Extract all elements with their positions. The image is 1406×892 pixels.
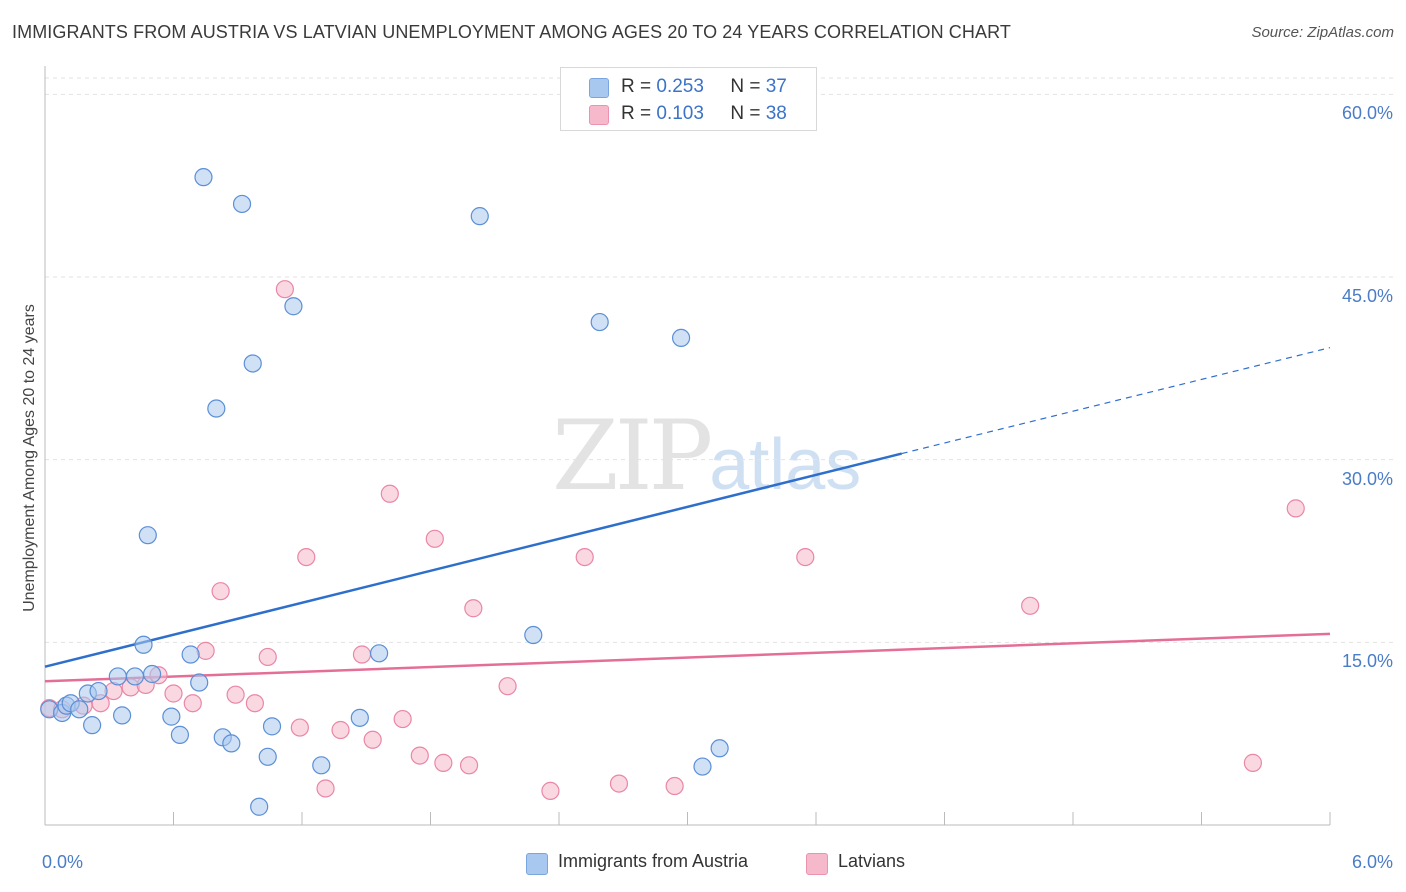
data-point-latvians bbox=[665, 776, 684, 796]
data-point-latvians bbox=[575, 547, 594, 567]
y-axis-label: Unemployment Among Ages 20 to 24 years bbox=[21, 304, 38, 612]
data-point-austria bbox=[243, 354, 262, 373]
data-point-austria bbox=[262, 717, 282, 736]
data-point-latvians bbox=[196, 641, 215, 660]
series-legend: Immigrants from Austria Latvians bbox=[0, 850, 1406, 880]
trend-line-austria bbox=[44, 452, 902, 668]
data-point-latvians bbox=[1286, 499, 1305, 518]
watermark-atlas: atlas bbox=[709, 425, 862, 505]
data-point-latvians bbox=[363, 730, 382, 749]
legend-r-label: R = bbox=[621, 76, 652, 97]
axes bbox=[44, 66, 1331, 826]
data-point-austria bbox=[250, 797, 269, 816]
data-point-austria bbox=[194, 168, 213, 187]
legend-r-value: 0.103 bbox=[656, 103, 704, 124]
data-point-austria bbox=[181, 645, 200, 664]
legend-n-label: N = bbox=[730, 103, 761, 124]
data-points bbox=[40, 168, 1305, 816]
data-point-latvians bbox=[258, 647, 277, 667]
data-point-austria bbox=[258, 747, 277, 766]
legend-label-latvians: Latvians bbox=[838, 851, 906, 871]
data-point-latvians bbox=[226, 685, 245, 704]
data-point-austria bbox=[590, 312, 609, 332]
data-point-austria bbox=[350, 708, 369, 727]
chart-title: IMMIGRANTS FROM AUSTRIA VS LATVIAN UNEMP… bbox=[12, 22, 1011, 42]
legend-text-austria: R = 0.253 N = 37 bbox=[621, 76, 787, 98]
data-point-austria bbox=[470, 207, 489, 226]
legend-label-austria: Immigrants from Austria bbox=[558, 851, 749, 871]
data-point-austria bbox=[284, 297, 303, 316]
data-point-latvians bbox=[331, 720, 350, 740]
data-point-austria bbox=[207, 399, 226, 418]
data-point-latvians bbox=[164, 684, 183, 703]
x-tick-label: 6.0% bbox=[1351, 852, 1393, 872]
legend-r-label: R = bbox=[621, 103, 652, 124]
y-tick-label: 15.0% bbox=[1341, 651, 1393, 672]
legend-r-value: 0.253 bbox=[656, 76, 704, 97]
legend-swatch-austria bbox=[589, 78, 609, 98]
data-point-latvians bbox=[434, 753, 453, 772]
data-point-austria bbox=[693, 757, 712, 776]
data-point-austria bbox=[671, 328, 691, 348]
y-tick-label: 30.0% bbox=[1341, 468, 1393, 489]
data-point-latvians bbox=[1021, 596, 1040, 615]
data-point-austria bbox=[222, 734, 241, 753]
data-point-latvians bbox=[211, 582, 230, 601]
data-point-latvians bbox=[410, 746, 429, 765]
legend-swatch-latvians bbox=[806, 853, 828, 875]
data-point-austria bbox=[190, 673, 209, 692]
data-point-austria bbox=[112, 706, 132, 725]
legend-n-value: 38 bbox=[765, 103, 787, 124]
data-point-austria bbox=[83, 716, 102, 735]
watermark: ZIPatlas bbox=[552, 400, 861, 512]
data-point-austria bbox=[170, 725, 190, 744]
data-point-austria bbox=[710, 739, 729, 758]
trend-lines bbox=[44, 347, 1331, 683]
data-point-latvians bbox=[498, 677, 517, 696]
watermark-zip: ZIP bbox=[552, 400, 713, 512]
legend-text-latvians: R = 0.103 N = 38 bbox=[621, 103, 787, 125]
data-point-austria bbox=[89, 681, 108, 701]
data-point-latvians bbox=[1243, 753, 1263, 772]
data-point-austria bbox=[232, 194, 252, 214]
data-point-latvians bbox=[183, 694, 202, 713]
data-point-latvians bbox=[316, 779, 335, 798]
x-tick-label: 0.0% bbox=[42, 852, 84, 872]
data-point-latvians bbox=[352, 645, 372, 664]
data-point-austria bbox=[312, 756, 331, 775]
data-point-latvians bbox=[541, 781, 560, 801]
data-point-latvians bbox=[245, 694, 264, 713]
correlation-legend: R = 0.253 N = 37 R = 0.103 N = 38 bbox=[560, 67, 817, 131]
source-label: Source: ZipAtlas.com bbox=[1251, 24, 1394, 41]
data-point-austria bbox=[524, 625, 543, 645]
data-point-latvians bbox=[393, 709, 412, 729]
data-point-latvians bbox=[380, 484, 399, 503]
data-point-latvians bbox=[464, 599, 483, 618]
y-tick-label: 60.0% bbox=[1341, 103, 1393, 124]
legend-n-label: N = bbox=[730, 76, 761, 97]
y-tick-label: 45.0% bbox=[1341, 286, 1393, 307]
data-point-latvians bbox=[290, 718, 309, 737]
data-point-latvians bbox=[609, 774, 629, 793]
trend-line-extension-austria bbox=[901, 347, 1331, 455]
data-point-latvians bbox=[796, 547, 815, 567]
data-point-austria bbox=[70, 700, 89, 719]
data-point-austria bbox=[142, 664, 162, 684]
data-point-austria bbox=[138, 526, 157, 545]
data-point-latvians bbox=[297, 547, 316, 567]
data-point-austria bbox=[108, 667, 127, 686]
legend-swatch-latvians bbox=[589, 105, 609, 125]
data-point-austria bbox=[125, 667, 145, 686]
data-point-austria bbox=[134, 635, 153, 654]
legend-n-value: 37 bbox=[765, 76, 787, 97]
trend-line-latvians bbox=[44, 632, 1331, 683]
data-point-latvians bbox=[275, 280, 294, 299]
legend-swatch-austria bbox=[526, 853, 548, 875]
data-point-latvians bbox=[459, 756, 479, 775]
data-point-austria bbox=[370, 644, 389, 663]
data-point-austria bbox=[162, 707, 181, 726]
data-point-latvians bbox=[425, 529, 444, 548]
